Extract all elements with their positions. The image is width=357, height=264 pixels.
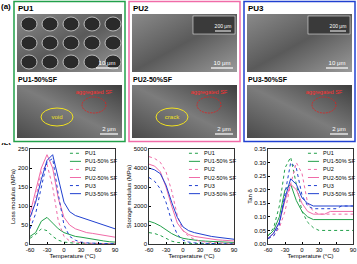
- svg-text:150: 150: [18, 184, 29, 190]
- svg-text:PU1: PU1: [204, 150, 215, 156]
- svg-text:0: 0: [62, 247, 66, 253]
- svg-text:60: 60: [214, 247, 221, 253]
- svg-text:5000: 5000: [134, 146, 148, 152]
- svg-text:4000: 4000: [134, 165, 148, 171]
- svg-text:PU3: PU3: [323, 183, 334, 189]
- svg-text:200 μm: 200 μm: [330, 23, 347, 29]
- svg-text:0.25: 0.25: [254, 173, 266, 179]
- svg-text:-60: -60: [145, 247, 154, 253]
- svg-text:PU3: PU3: [204, 183, 215, 189]
- svg-text:0.15: 0.15: [254, 200, 266, 206]
- svg-text:0.30: 0.30: [254, 160, 266, 166]
- html-text:(b): (b): [1, 141, 12, 150]
- svg-text:30: 30: [316, 247, 323, 253]
- svg-text:30: 30: [78, 247, 85, 253]
- svg-text:0.20: 0.20: [254, 187, 266, 193]
- svg-text:200 μm: 200 μm: [215, 23, 232, 29]
- svg-text:90: 90: [231, 247, 238, 253]
- svg-text:250: 250: [18, 146, 29, 152]
- svg-text:PU3-50% SF: PU3-50% SF: [323, 191, 356, 197]
- svg-text:aggregated SF: aggregated SF: [306, 89, 343, 95]
- svg-text:Storage modulus (MPa): Storage modulus (MPa): [126, 165, 132, 228]
- svg-text:Temperature (°C): Temperature (°C): [168, 253, 214, 259]
- svg-text:2 μm: 2 μm: [332, 126, 345, 132]
- svg-text:2 μm: 2 μm: [217, 126, 230, 132]
- svg-text:PU1-50% SF: PU1-50% SF: [204, 158, 237, 164]
- svg-text:PU2: PU2: [323, 166, 334, 172]
- svg-text:90: 90: [350, 247, 357, 253]
- svg-text:2000: 2000: [134, 203, 148, 209]
- svg-text:0: 0: [144, 241, 148, 247]
- svg-text:PU3-50% SF: PU3-50% SF: [85, 191, 118, 197]
- svg-text:50: 50: [21, 222, 28, 228]
- svg-text:PU2-50% SF: PU2-50% SF: [204, 175, 237, 181]
- svg-text:100: 100: [18, 203, 29, 209]
- svg-text:0.05: 0.05: [254, 228, 266, 234]
- svg-text:Temperature (°C): Temperature (°C): [49, 253, 95, 259]
- svg-text:2 μm: 2 μm: [102, 126, 115, 132]
- svg-text:PU3: PU3: [248, 4, 264, 13]
- svg-text:0: 0: [25, 241, 29, 247]
- svg-text:PU1-50% SF: PU1-50% SF: [323, 158, 356, 164]
- svg-text:0.10: 0.10: [254, 214, 266, 220]
- svg-text:PU2-50%SF: PU2-50%SF: [133, 76, 173, 83]
- svg-text:PU3: PU3: [85, 183, 96, 189]
- svg-text:PU1-50% SF: PU1-50% SF: [85, 158, 118, 164]
- svg-text:crack: crack: [165, 114, 180, 120]
- svg-text:PU1-50%SF: PU1-50%SF: [18, 76, 58, 83]
- svg-text:0.35: 0.35: [254, 146, 266, 152]
- svg-text:-30: -30: [43, 247, 52, 253]
- svg-text:Loss modulus (MPa): Loss modulus (MPa): [10, 169, 16, 224]
- svg-text:30: 30: [197, 247, 204, 253]
- svg-text:90: 90: [112, 247, 119, 253]
- svg-text:-30: -30: [162, 247, 171, 253]
- svg-text:1000: 1000: [134, 222, 148, 228]
- svg-text:Temperature (°C): Temperature (°C): [287, 253, 333, 259]
- svg-text:3000: 3000: [134, 184, 148, 190]
- svg-text:10 μm: 10 μm: [99, 60, 116, 66]
- svg-text:aggregated SF: aggregated SF: [76, 89, 113, 95]
- svg-text:PU2-50% SF: PU2-50% SF: [323, 175, 356, 181]
- svg-text:0: 0: [181, 247, 185, 253]
- svg-text:PU1: PU1: [323, 150, 334, 156]
- svg-text:PU3-50% SF: PU3-50% SF: [204, 191, 237, 197]
- svg-text:(a): (a): [1, 2, 11, 11]
- svg-text:PU1: PU1: [18, 4, 34, 13]
- svg-text:60: 60: [333, 247, 340, 253]
- svg-text:0.00: 0.00: [254, 241, 266, 247]
- svg-text:void: void: [51, 114, 62, 120]
- svg-text:-60: -60: [264, 247, 273, 253]
- svg-text:0: 0: [300, 247, 304, 253]
- svg-text:-60: -60: [26, 247, 35, 253]
- svg-text:PU2: PU2: [204, 166, 215, 172]
- svg-text:-30: -30: [281, 247, 290, 253]
- svg-text:60: 60: [95, 247, 102, 253]
- svg-text:aggregated SF: aggregated SF: [191, 89, 228, 95]
- svg-text:PU2-50% SF: PU2-50% SF: [85, 175, 118, 181]
- svg-text:PU3-50%SF: PU3-50%SF: [248, 76, 288, 83]
- svg-text:PU2: PU2: [85, 166, 96, 172]
- svg-text:Tan δ: Tan δ: [247, 189, 253, 204]
- svg-text:10 μm: 10 μm: [214, 60, 231, 66]
- svg-text:PU2: PU2: [133, 4, 149, 13]
- svg-text:PU1: PU1: [85, 150, 96, 156]
- svg-text:10 μm: 10 μm: [329, 60, 346, 66]
- svg-text:200: 200: [18, 165, 29, 171]
